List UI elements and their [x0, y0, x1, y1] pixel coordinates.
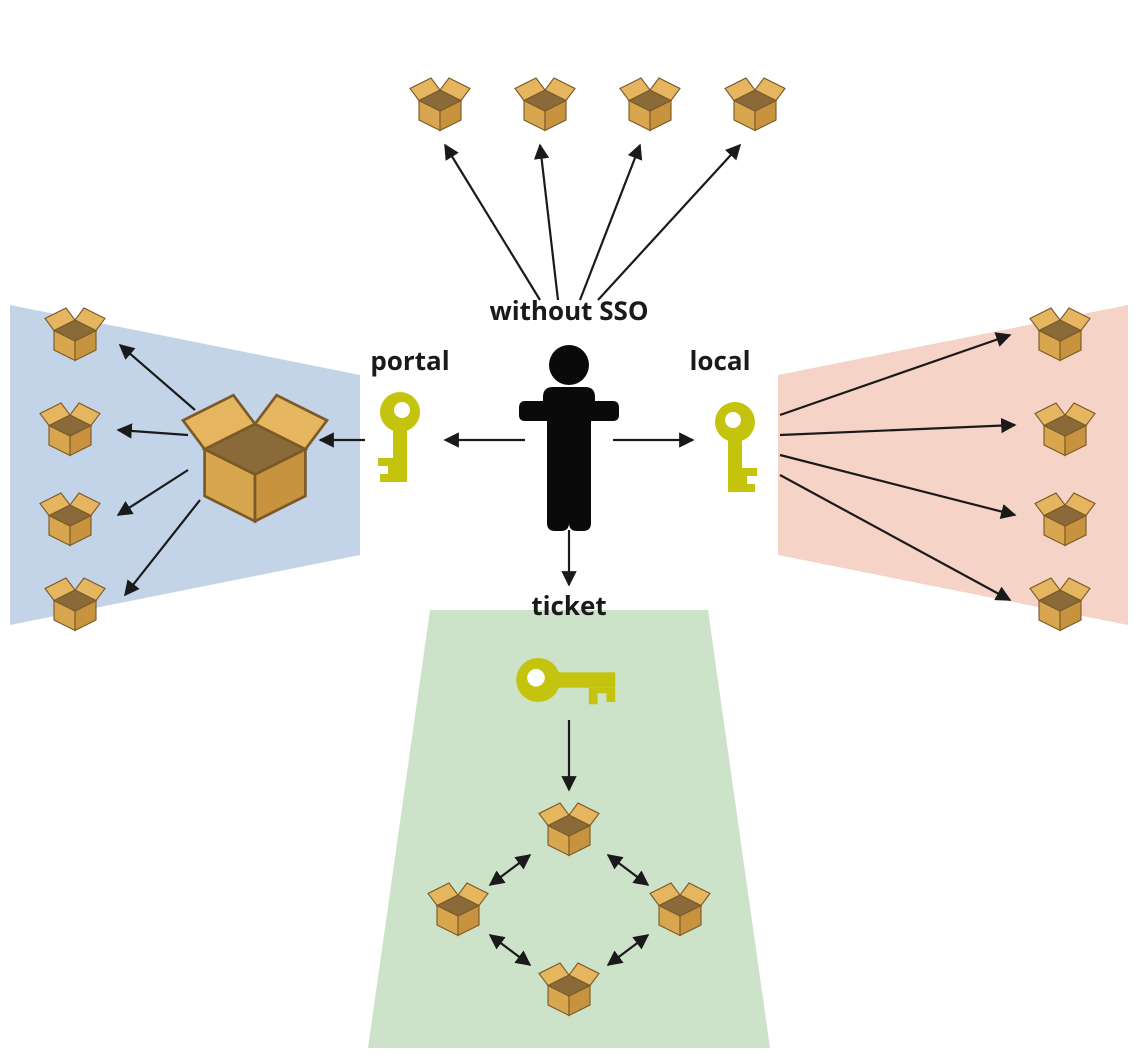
label-right: local [689, 342, 750, 378]
label-top: without SSO [489, 292, 648, 328]
label-bottom: ticket [531, 587, 606, 623]
arrow [580, 145, 640, 300]
label-left: portal [370, 342, 449, 378]
person-icon [519, 345, 619, 531]
box-top-2 [620, 78, 680, 131]
arrow [445, 145, 540, 300]
diagram-canvas: without SSO portal local ticket [0, 0, 1138, 1058]
key-local-icon [715, 402, 757, 492]
box-top-1 [515, 78, 575, 131]
arrow [598, 145, 740, 300]
arrow [540, 145, 558, 300]
box-top-0 [410, 78, 470, 131]
box-top-3 [725, 78, 785, 131]
key-portal-icon [378, 392, 420, 482]
